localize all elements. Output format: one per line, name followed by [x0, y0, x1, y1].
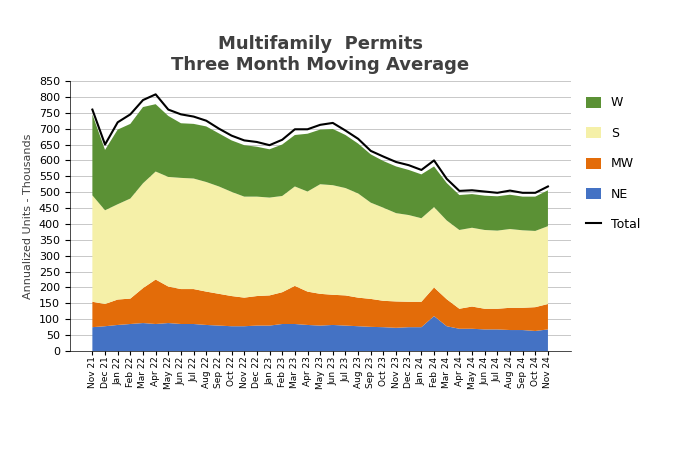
Total	[468, 188, 476, 193]
Total	[367, 148, 375, 153]
Total	[164, 107, 173, 112]
Total	[177, 112, 185, 117]
Total	[240, 138, 248, 143]
Total	[101, 142, 109, 147]
Total	[113, 120, 122, 125]
Total	[189, 114, 198, 119]
Total	[506, 188, 514, 194]
Total	[455, 188, 464, 194]
Y-axis label: Annualized Units - Thousands: Annualized Units - Thousands	[23, 133, 33, 299]
Total	[291, 126, 299, 132]
Total	[519, 190, 527, 195]
Total	[392, 159, 400, 165]
Total	[404, 162, 413, 168]
Total	[417, 167, 425, 173]
Total	[88, 107, 97, 112]
Total	[379, 154, 388, 159]
Title: Multifamily  Permits
Three Month Moving Average: Multifamily Permits Three Month Moving A…	[171, 35, 469, 74]
Total	[544, 184, 552, 189]
Total	[202, 118, 210, 123]
Line: Total: Total	[93, 94, 548, 193]
Total	[265, 143, 274, 148]
Total	[480, 189, 489, 194]
Total	[152, 92, 160, 97]
Total	[303, 126, 312, 132]
Total	[430, 158, 438, 163]
Total	[253, 140, 261, 145]
Total	[354, 136, 363, 141]
Total	[139, 97, 147, 103]
Total	[329, 120, 337, 126]
Total	[493, 190, 502, 195]
Total	[443, 176, 451, 181]
Total	[215, 126, 223, 131]
Total	[531, 190, 539, 195]
Total	[316, 122, 324, 127]
Total	[228, 133, 236, 138]
Total	[341, 128, 349, 133]
Total	[126, 112, 134, 117]
Legend: W, S, MW, NE, Total: W, S, MW, NE, Total	[582, 93, 644, 235]
Total	[278, 137, 286, 143]
